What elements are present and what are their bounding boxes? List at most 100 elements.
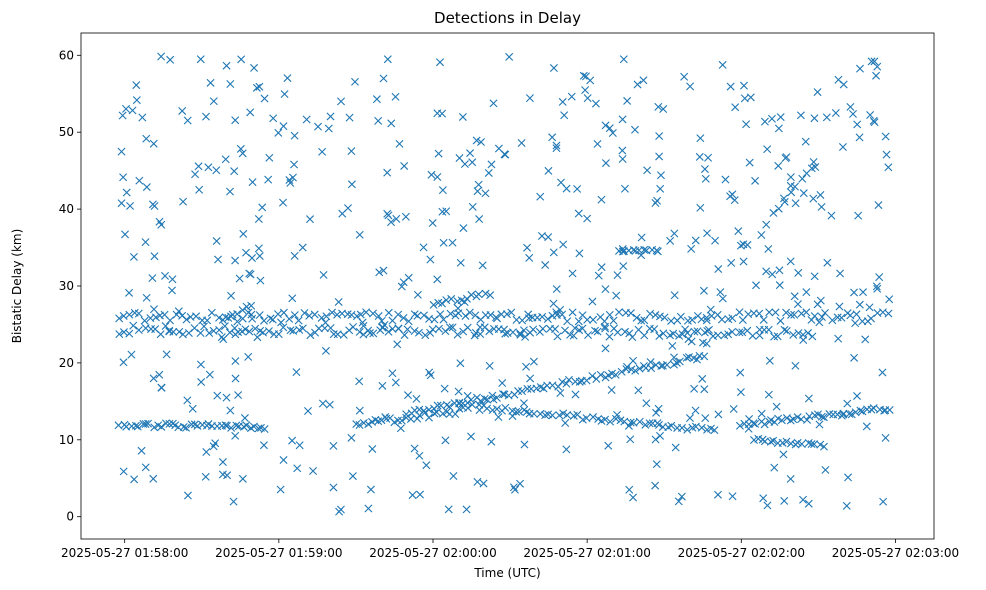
detection-point-track-near-constant-24	[551, 325, 560, 334]
detection-point-clutter	[127, 350, 136, 359]
detection-point-track-falling-14-to-11	[667, 421, 676, 430]
detection-point-clutter	[404, 391, 413, 400]
detection-point-track-rising-37-to-46	[798, 174, 807, 183]
detection-point-clutter	[809, 194, 818, 203]
detection-point-track-near-constant-26	[543, 315, 552, 324]
detection-point-track-near-constant-26	[655, 312, 664, 321]
detection-point-clutter	[655, 132, 664, 141]
detection-point-clutter	[765, 356, 774, 365]
detection-point-clutter	[639, 76, 648, 85]
detection-point-track-rising-from-12	[157, 422, 166, 431]
detection-point-track-near-constant-26	[125, 310, 134, 319]
detection-point-clutter	[768, 270, 777, 279]
detection-point-track-near-constant-26	[802, 308, 811, 317]
detection-point-clutter	[119, 467, 128, 476]
detection-point-clutter	[157, 383, 166, 392]
detection-point-clutter	[549, 248, 558, 257]
detection-point-clutter	[767, 114, 776, 123]
detection-point-clutter	[774, 161, 783, 170]
detection-point-track-near-constant-24	[683, 328, 692, 337]
detection-point-track-near-constant-24	[764, 325, 773, 334]
detection-point-track-near-constant-24	[728, 327, 737, 336]
detection-point-clutter	[706, 305, 715, 314]
y-tick-label: 20	[59, 356, 74, 370]
detection-point-track-falling-10-to-9	[819, 442, 828, 451]
detection-point-clutter	[392, 214, 401, 223]
detection-point-clutter	[157, 52, 166, 61]
detection-point-track-near-constant-24	[463, 323, 472, 332]
detection-point-track-near-constant-24	[241, 325, 250, 334]
detection-point-clutter	[853, 391, 862, 400]
detection-point-clutter	[196, 55, 205, 64]
detection-point-clutter	[634, 386, 643, 395]
detection-point-clutter	[355, 406, 364, 415]
y-axis-ticks: 0 10 20 30 40 50 60	[59, 48, 81, 524]
detection-point-clutter	[254, 215, 263, 223]
detection-point-clutter	[137, 446, 146, 455]
detection-point-clutter	[229, 497, 238, 506]
detection-point-clutter	[751, 176, 760, 185]
detection-point-clutter	[201, 112, 210, 121]
detection-point-clutter	[476, 138, 485, 147]
detection-point-track-near-constant-26	[317, 313, 326, 322]
detection-point-track-falling-10-to-9	[782, 437, 791, 446]
detection-point-clutter	[624, 421, 633, 430]
detection-point-clutter	[226, 187, 234, 196]
detection-point-clutter	[375, 268, 384, 277]
detection-point-track-near-constant-26	[486, 311, 495, 320]
detection-point-track-near-constant-24	[286, 326, 295, 335]
detection-point-clutter	[799, 336, 808, 345]
detection-point-track-near-constant-24	[410, 327, 419, 336]
detection-point-track-rising-from-12	[141, 419, 150, 428]
detection-point-clutter	[736, 388, 745, 397]
detection-point-clutter	[714, 265, 723, 274]
detection-point-clutter	[859, 288, 868, 297]
detection-point-clutter	[231, 116, 240, 125]
detection-point-clutter	[763, 501, 772, 510]
detection-point-track-near-constant-24	[125, 329, 134, 338]
detection-point-track-rising-12-to-14	[438, 409, 447, 418]
detection-point-clutter	[396, 424, 405, 433]
detection-point-clutter	[395, 139, 404, 148]
detection-point-track-rising-12-to-14-late	[803, 415, 812, 424]
detection-point-clutter	[295, 441, 304, 450]
detection-point-clutter	[347, 147, 356, 156]
detection-point-clutter	[226, 406, 235, 415]
detection-point-clutter	[728, 190, 737, 199]
detection-point-track-rising-37-to-46	[809, 157, 818, 166]
detection-point-track-falling-14-to-11	[501, 403, 510, 412]
detection-point-clutter	[467, 432, 475, 441]
detection-point-clutter	[637, 233, 646, 242]
detection-point-track-falling-14-to-11	[555, 411, 564, 420]
detection-point-clutter	[786, 257, 795, 266]
detection-point-clutter	[494, 413, 503, 422]
detection-point-clutter	[118, 111, 127, 120]
detection-point-clutter	[855, 133, 864, 142]
detection-point-track-near-constant-26	[852, 310, 861, 319]
detection-point-track-near-constant-24	[628, 333, 637, 342]
detection-point-track-near-constant-26	[151, 313, 160, 322]
detection-point-clutter	[174, 307, 183, 316]
detection-point-clutter	[329, 483, 338, 492]
detection-point-track-rising-to-29	[481, 289, 490, 298]
detection-point-clutter	[755, 325, 764, 334]
detection-point-clutter	[479, 479, 488, 488]
detection-point-clutter	[387, 119, 396, 128]
detection-point-clutter	[240, 414, 249, 423]
detection-point-clutter	[834, 75, 843, 84]
detection-point-clutter	[269, 114, 278, 123]
detection-point-track-rising-from-12	[222, 421, 231, 430]
detection-point-clutter	[851, 319, 860, 328]
detection-point-track-near-constant-26	[368, 309, 377, 318]
detection-point-clutter	[383, 168, 392, 177]
detection-point-clutter	[526, 374, 535, 383]
detection-point-clutter	[283, 74, 292, 83]
detection-point-track-near-constant-26	[507, 308, 516, 317]
detection-point-track-near-constant-24	[738, 328, 747, 337]
detection-point-track-rising-12-to-14-late	[869, 404, 878, 413]
detection-point-clutter	[344, 204, 352, 213]
detection-point-clutter	[233, 317, 242, 326]
detection-point-clutter	[862, 422, 871, 431]
detection-point-clutter	[879, 497, 888, 506]
